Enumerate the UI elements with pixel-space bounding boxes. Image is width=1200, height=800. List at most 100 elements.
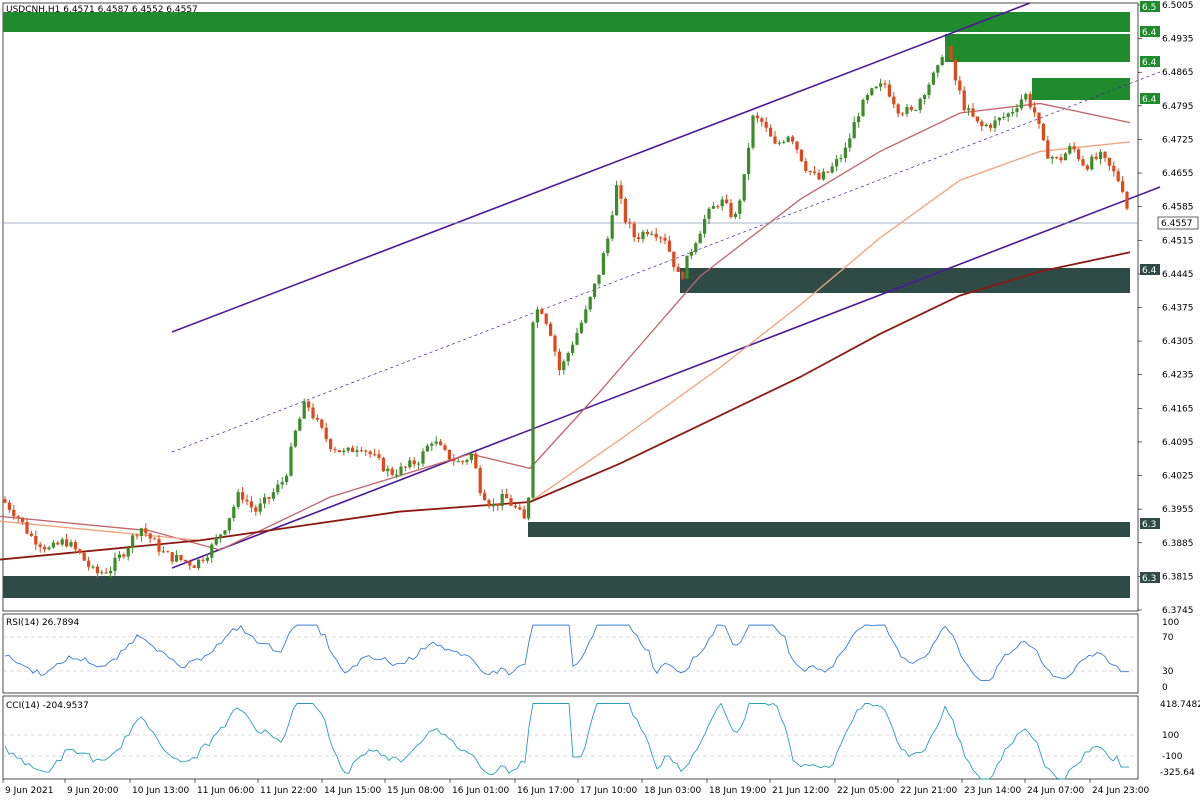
cci-level: -100 bbox=[1162, 752, 1183, 762]
candle bbox=[236, 489, 240, 510]
time-tick-label: 18 Jun 19:00 bbox=[709, 786, 766, 796]
candle bbox=[782, 139, 786, 145]
candle bbox=[606, 236, 610, 257]
price-tick-label: 6.4165 bbox=[1162, 404, 1194, 414]
candle bbox=[711, 202, 715, 209]
candle bbox=[689, 248, 693, 260]
candle bbox=[188, 559, 192, 571]
current-price-label: 6.4557 bbox=[1161, 219, 1193, 229]
candle bbox=[421, 448, 425, 467]
candle bbox=[896, 103, 900, 118]
candle bbox=[302, 398, 306, 419]
candle bbox=[157, 534, 161, 556]
candle bbox=[364, 449, 368, 456]
candle bbox=[940, 54, 944, 66]
main-panel-frame bbox=[2, 2, 1139, 612]
candle bbox=[148, 532, 152, 544]
candle bbox=[1094, 152, 1098, 161]
candle bbox=[214, 534, 218, 547]
time-tick-label: 18 Jun 03:00 bbox=[644, 786, 701, 796]
candle bbox=[1125, 190, 1129, 211]
candle bbox=[135, 533, 139, 540]
candle bbox=[267, 496, 271, 505]
time-tick-label: 21 Jun 12:00 bbox=[772, 786, 829, 796]
candle bbox=[205, 553, 209, 564]
time-tick-label: 9 Jun 2021 bbox=[5, 786, 53, 796]
cci-level: 418.7482 bbox=[1160, 700, 1200, 710]
candle bbox=[747, 143, 751, 180]
candle bbox=[491, 498, 495, 512]
price-tick-label: 6.5005 bbox=[1162, 1, 1194, 11]
candle bbox=[645, 229, 649, 237]
cci-title: CCI(14) -204.9537 bbox=[6, 701, 89, 711]
candle bbox=[254, 504, 258, 516]
channel-upper-line[interactable] bbox=[171, 2, 1031, 333]
price-tick-label: 6.4585 bbox=[1162, 203, 1194, 213]
candle bbox=[109, 566, 113, 579]
candle bbox=[355, 446, 359, 457]
price-axis: 6.5005 6.4935 6.4865 6.4795 6.4725 6.4655 6.45… bbox=[1138, 1, 1194, 616]
candle bbox=[989, 123, 993, 132]
candle bbox=[500, 489, 504, 511]
candle bbox=[861, 98, 865, 117]
candle bbox=[241, 486, 245, 504]
time-tick-label: 17 Jun 10:00 bbox=[580, 786, 637, 796]
candle bbox=[593, 283, 597, 300]
candle bbox=[958, 75, 962, 95]
candle bbox=[632, 221, 636, 242]
candle bbox=[1068, 143, 1072, 155]
zone-top bbox=[3, 12, 1130, 32]
candle bbox=[126, 545, 130, 561]
time-tick-label: 23 Jun 14:00 bbox=[964, 786, 1021, 796]
channel-lower-line[interactable] bbox=[171, 186, 1161, 569]
candle bbox=[285, 473, 289, 485]
candle bbox=[483, 489, 487, 501]
candle bbox=[791, 135, 795, 145]
zone-lower-support bbox=[528, 522, 1130, 537]
zone-bottom-support bbox=[3, 576, 1130, 598]
candle bbox=[527, 496, 531, 521]
candle bbox=[813, 166, 817, 176]
candle bbox=[887, 80, 891, 98]
candle bbox=[1116, 168, 1120, 183]
candle bbox=[1046, 135, 1050, 159]
candle bbox=[619, 180, 623, 205]
price-tick-label: 6.4025 bbox=[1162, 472, 1194, 482]
rsi-level: 100 bbox=[1162, 618, 1179, 628]
cci-panel-frame bbox=[2, 695, 1139, 780]
candle bbox=[12, 504, 16, 520]
price-tick-label: 6.4795 bbox=[1162, 102, 1194, 112]
candle bbox=[883, 80, 887, 89]
candle bbox=[496, 503, 500, 511]
candle bbox=[637, 232, 641, 243]
channel-median-line[interactable] bbox=[171, 71, 1161, 453]
candle bbox=[461, 460, 465, 465]
candle bbox=[183, 559, 187, 564]
time-tick-label: 16 Jun 17:00 bbox=[517, 786, 574, 796]
candle bbox=[610, 210, 614, 242]
candle bbox=[615, 180, 619, 216]
candle bbox=[760, 116, 764, 127]
price-tick-label: 6.3745 bbox=[1162, 606, 1194, 616]
rsi-level: 30 bbox=[1162, 667, 1174, 677]
candle bbox=[280, 477, 284, 489]
candle bbox=[1107, 157, 1111, 171]
candle bbox=[650, 230, 654, 236]
price-tick-label: 6.4305 bbox=[1162, 337, 1194, 347]
time-tick-label: 14 Jun 15:00 bbox=[324, 786, 381, 796]
candle bbox=[1019, 94, 1023, 111]
candle bbox=[984, 123, 988, 127]
candle bbox=[293, 429, 297, 448]
time-tick-label: 16 Jun 01:00 bbox=[452, 786, 509, 796]
candle bbox=[87, 556, 91, 571]
candle bbox=[412, 457, 416, 468]
candle bbox=[1006, 112, 1010, 122]
candle bbox=[227, 518, 231, 534]
candle bbox=[434, 436, 438, 447]
rsi-panel: RSI(14) 26.7894 100 70 30 0 bbox=[3, 618, 1179, 693]
zone-label: 6.4 bbox=[1142, 28, 1157, 38]
cci-panel: CCI(14) -204.9537 418.7482 100 -100 -325… bbox=[3, 700, 1200, 780]
candle bbox=[1090, 154, 1094, 171]
candle bbox=[742, 174, 746, 203]
